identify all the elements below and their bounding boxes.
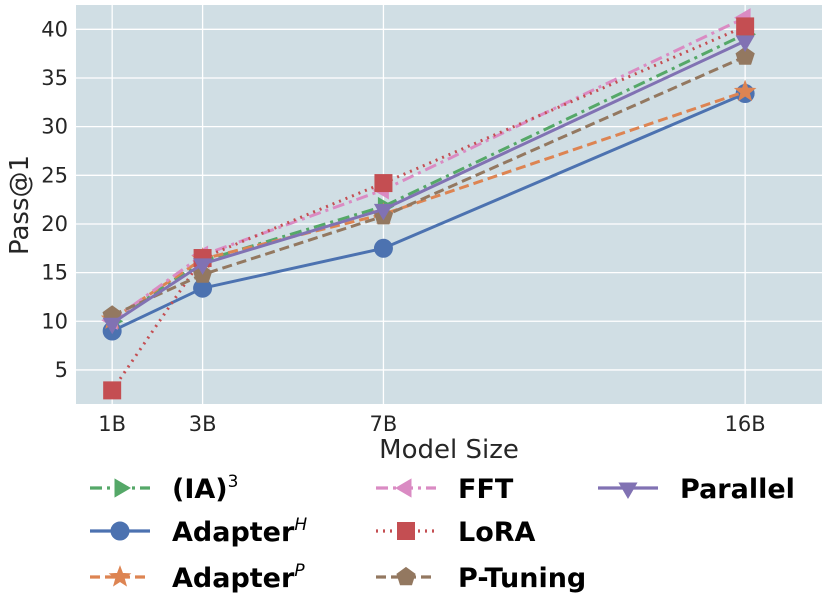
x-tick-label: 3B bbox=[189, 412, 217, 436]
axis-layer: 5 10 15 20 25 30 35 40 1B 3B 7B 16B bbox=[41, 17, 765, 436]
legend-marker bbox=[395, 478, 412, 498]
y-tick-label: 25 bbox=[41, 163, 68, 187]
legend-label: FFT bbox=[458, 474, 514, 505]
series-line bbox=[111, 39, 746, 325]
x-axis-title: Model Size bbox=[379, 435, 519, 465]
legend-marker bbox=[110, 521, 130, 541]
y-tick-label: 40 bbox=[41, 17, 68, 41]
legend-item: AdapterH bbox=[90, 515, 307, 548]
x-tick-label: 16B bbox=[725, 412, 766, 436]
legend-item: FFT bbox=[376, 474, 514, 505]
series-parallel bbox=[102, 35, 755, 335]
legend-item: LoRA bbox=[376, 517, 536, 548]
legend-item: P-Tuning bbox=[376, 563, 586, 594]
plot-area bbox=[76, 5, 822, 404]
data-point bbox=[374, 174, 393, 193]
legend-superscript: 3 bbox=[228, 472, 239, 492]
legend-label: AdapterP bbox=[172, 561, 305, 594]
legend-label: (IA)3 bbox=[172, 472, 238, 505]
y-axis-title: Pass@1 bbox=[5, 155, 35, 255]
y-tick-label: 15 bbox=[41, 261, 68, 285]
x-tick-label: 1B bbox=[98, 412, 126, 436]
y-tick-label: 30 bbox=[41, 115, 68, 139]
legend-name: (IA) bbox=[172, 474, 228, 505]
legend-name: FFT bbox=[458, 474, 514, 505]
legend-marker bbox=[108, 565, 132, 587]
legend-name: LoRA bbox=[458, 517, 536, 548]
data-point bbox=[103, 381, 122, 400]
legend-name: P-Tuning bbox=[458, 563, 586, 594]
y-tick-label: 10 bbox=[41, 309, 68, 333]
y-tick-label: 5 bbox=[55, 358, 68, 382]
legend-item: Parallel bbox=[598, 474, 795, 505]
data-point bbox=[373, 203, 393, 221]
legend-name: Adapter bbox=[172, 517, 295, 548]
y-tick-label: 20 bbox=[41, 212, 68, 236]
data-point bbox=[102, 317, 122, 335]
legend-label: LoRA bbox=[458, 517, 536, 548]
legend-marker bbox=[397, 522, 415, 540]
series-line bbox=[110, 25, 746, 392]
legend-superscript: H bbox=[294, 515, 307, 535]
legend-name: Parallel bbox=[680, 474, 795, 505]
data-point bbox=[193, 258, 213, 275]
data-point bbox=[735, 46, 755, 65]
legend-item: (IA)3 bbox=[90, 472, 238, 505]
legend-label: AdapterH bbox=[172, 515, 307, 548]
x-tick-label: 7B bbox=[370, 412, 398, 436]
legend-item: AdapterP bbox=[90, 561, 305, 594]
legend-name: Adapter bbox=[172, 563, 295, 594]
data-point bbox=[736, 17, 755, 36]
legend-marker bbox=[396, 566, 416, 586]
data-point bbox=[733, 79, 757, 102]
legend: (IA)3AdapterHAdapterPFFTLoRAP-TuningPara… bbox=[90, 472, 795, 594]
legend-marker bbox=[114, 478, 131, 498]
series-line bbox=[111, 32, 746, 323]
data-point bbox=[373, 238, 393, 258]
y-tick-label: 35 bbox=[41, 66, 68, 90]
legend-superscript: P bbox=[294, 561, 305, 581]
legend-label: P-Tuning bbox=[458, 563, 586, 594]
data-point bbox=[735, 35, 755, 53]
series-line bbox=[111, 92, 746, 333]
legend-marker bbox=[618, 482, 638, 499]
series-layer bbox=[100, 8, 757, 400]
legend-label: Parallel bbox=[680, 474, 795, 505]
